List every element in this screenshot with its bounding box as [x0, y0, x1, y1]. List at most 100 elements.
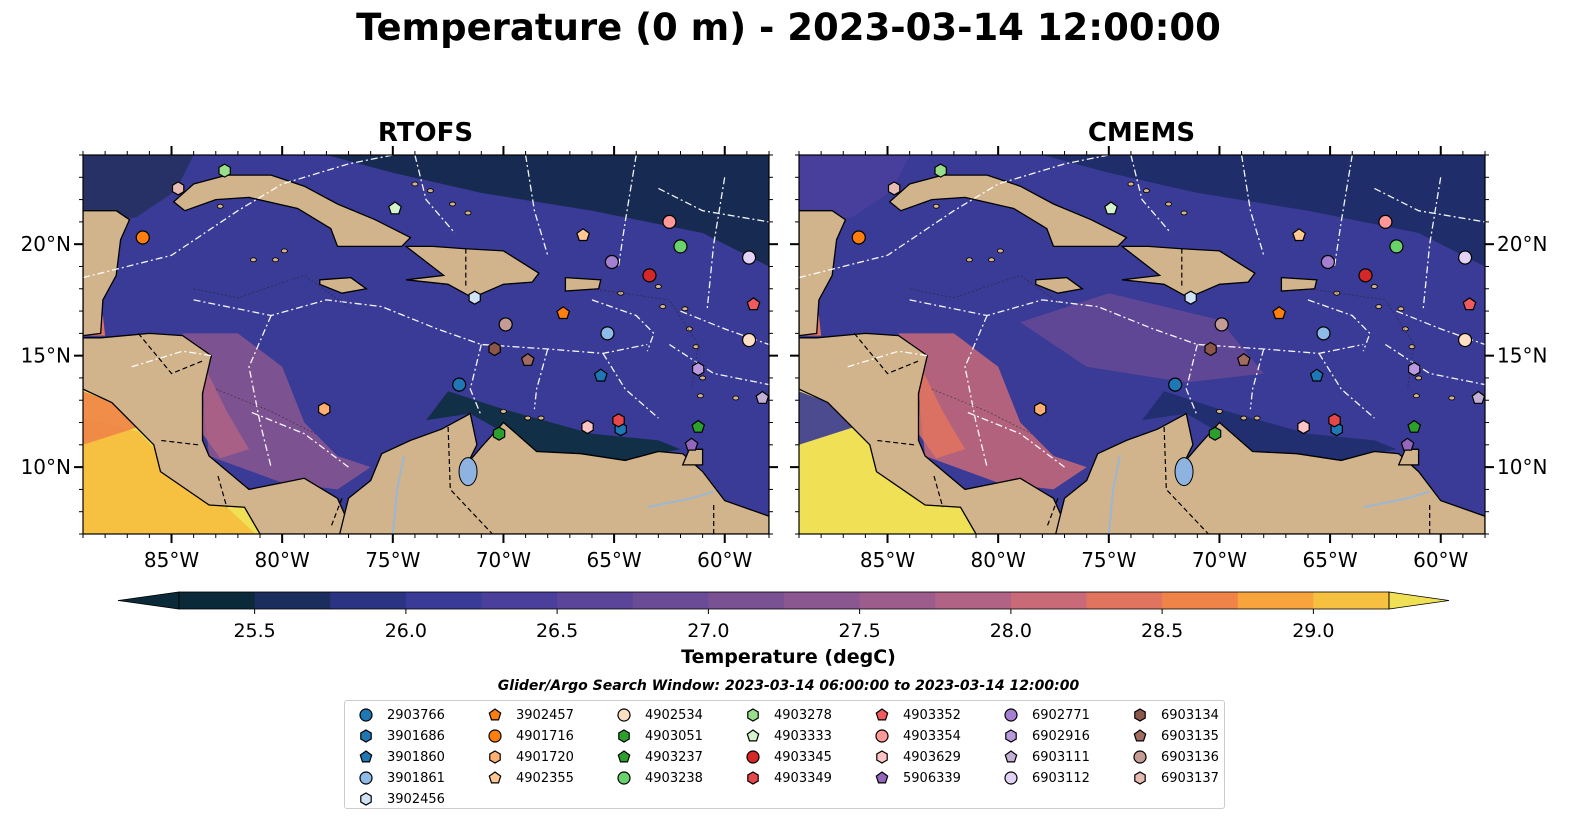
land-trin: [1397, 448, 1420, 466]
land-island: [1180, 210, 1188, 216]
colorbar-tick-label: 28.0: [990, 620, 1032, 642]
border-line: [137, 333, 205, 375]
float-marker-6903112: [741, 250, 757, 265]
float-marker-4903354: [1378, 214, 1393, 229]
legend-marker-circle: [875, 729, 889, 743]
float-marker-4903278: [218, 163, 231, 178]
legend-marker-shape: [1005, 729, 1017, 743]
legend-marker-hexagon: [876, 750, 888, 764]
legend-marker-circle: [488, 729, 502, 743]
float-marker-6903135: [520, 352, 535, 366]
float-marker-4903238: [673, 239, 688, 254]
lon-tick-label: 80°W: [971, 548, 1026, 572]
colorbar-label: Temperature (degC): [681, 646, 896, 668]
lon-tick-label: 70°W: [1192, 548, 1247, 572]
land-yuc: [799, 210, 847, 337]
bathy-contour: [215, 388, 316, 435]
eez-line: [248, 410, 349, 468]
cool-water: [326, 155, 769, 267]
float-marker-4903629: [581, 419, 594, 435]
legend-marker-circle: [359, 771, 373, 785]
legend-marker-hexagon: [618, 729, 630, 743]
float-marker-4901720: [318, 402, 331, 417]
river-line: [1107, 455, 1121, 534]
warm-water: [202, 366, 249, 459]
legend: 2903766 3901686 3901860 3901861 3902456 39024…: [344, 700, 1225, 809]
legend-marker-pentagon: [488, 771, 502, 784]
legend-marker-circle: [1004, 708, 1018, 722]
legend-marker-shape: [1134, 771, 1146, 785]
legend-label: 3902456: [387, 791, 445, 807]
map-frame: [82, 154, 770, 535]
land-island: [1401, 326, 1409, 332]
legend-label: 6903112: [1032, 770, 1090, 786]
border-line: [853, 333, 921, 375]
legend-marker-circle: [359, 708, 373, 722]
land-pr: [564, 276, 602, 292]
legend-marker-shape: [747, 708, 759, 722]
figure-title: Temperature (0 m) - 2023-03-14 12:00:00: [356, 6, 1221, 49]
panel-title-rtofs: RTOFS: [377, 118, 474, 148]
lon-tick-label: 70°W: [476, 548, 531, 572]
land-island: [272, 257, 279, 263]
map-panels: 85°W 80°W 75°W 70°W 65°W 60°W20°N15°N10°N85°W…: [21, 146, 1547, 572]
map-rtofs: 85°W 80°W 75°W 70°W 65°W 60°W 20°N 15°N 10°N: [21, 146, 778, 572]
float-marker-4901716: [135, 230, 150, 245]
legend-marker-shape: [1004, 771, 1018, 785]
land-island: [1448, 395, 1456, 401]
legend-label: 3901686: [387, 728, 445, 744]
land-island: [699, 375, 707, 381]
colorbar-bin: [1237, 592, 1314, 609]
legend-label: 4903278: [774, 707, 832, 723]
land-trin: [681, 448, 704, 466]
colorbar-frame: [178, 591, 1390, 610]
legend-marker-shape: [488, 729, 502, 743]
mid-water: [1020, 293, 1264, 383]
float-marker-4903349: [612, 413, 625, 428]
legend-entry: 4903238: [613, 768, 703, 788]
legend-label: 3901861: [387, 770, 445, 786]
float-marker-4903051: [492, 426, 506, 441]
colorbar-bin: [179, 592, 256, 609]
land-island: [1370, 284, 1378, 289]
legend-marker-shape: [875, 771, 889, 784]
legend-label: 6903135: [1161, 728, 1219, 744]
legend-title: Glider/Argo Search Window: 2023-03-14 06…: [497, 678, 1080, 694]
legend-marker-circle: [746, 750, 760, 764]
lon-tick-label: 65°W: [1302, 548, 1357, 572]
legend-marker-hexagon: [747, 771, 759, 785]
float-marker-3901860: [1309, 368, 1324, 382]
float-marker-4903333: [1104, 201, 1118, 215]
legend-marker-shape: [1004, 750, 1018, 763]
legend-entry: 4903349: [742, 768, 832, 788]
legend-label: 4903238: [645, 770, 703, 786]
land-hisp: [404, 245, 540, 299]
legend-marker-shape: [359, 750, 373, 763]
float-marker-3901861: [1316, 326, 1331, 341]
eez-line: [1240, 155, 1265, 256]
land-island: [1375, 304, 1383, 310]
legend-marker-shape: [1004, 708, 1018, 722]
legend-marker-circle: [1133, 750, 1147, 764]
legend-marker-pentagon: [488, 708, 502, 721]
legend-marker-pentagon: [875, 708, 889, 721]
lon-tick-label: 75°W: [1081, 548, 1136, 572]
float-marker-3902457: [556, 306, 571, 320]
legend-marker-pentagon: [1133, 729, 1147, 742]
eez-line: [1318, 353, 1375, 419]
legend-marker-shape: [617, 750, 631, 763]
eez-line: [524, 155, 549, 256]
float-marker-4903278: [934, 163, 947, 178]
eez-line: [1374, 187, 1485, 223]
land-island: [249, 257, 257, 263]
land-island: [1415, 375, 1423, 381]
legend-marker-hexagon: [1005, 729, 1017, 743]
river-line: [647, 490, 714, 509]
land-island: [988, 257, 995, 263]
land-island: [1413, 393, 1420, 399]
legend-marker-pentagon: [359, 750, 373, 763]
float-marker-6903135: [1236, 352, 1251, 366]
land-jam: [1035, 276, 1084, 294]
eez-line: [964, 410, 1065, 468]
